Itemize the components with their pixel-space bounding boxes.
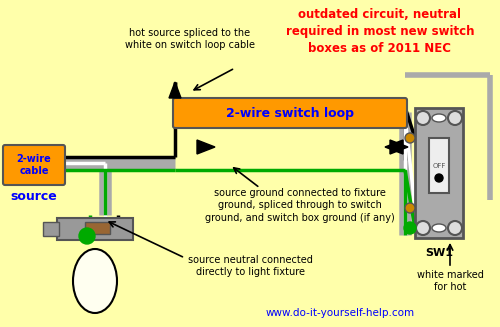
Polygon shape (390, 140, 408, 154)
Circle shape (416, 111, 430, 125)
Ellipse shape (432, 114, 446, 122)
FancyBboxPatch shape (173, 98, 407, 128)
FancyBboxPatch shape (3, 145, 65, 185)
Ellipse shape (73, 249, 117, 313)
Circle shape (404, 222, 416, 234)
Text: www.do-it-yourself-help.com: www.do-it-yourself-help.com (266, 308, 414, 318)
Text: 2-wire
cable: 2-wire cable (16, 154, 51, 176)
Text: source neutral connected
directly to light fixture: source neutral connected directly to lig… (188, 255, 312, 277)
Polygon shape (385, 140, 403, 154)
Circle shape (79, 228, 95, 244)
Bar (57, 218, 133, 240)
Bar (429, 138, 449, 193)
Text: outdated circuit, neutral
required in most new switch
boxes as of 2011 NEC: outdated circuit, neutral required in mo… (286, 8, 474, 55)
Text: source ground connected to fixture
ground, spliced through to switch
ground, and: source ground connected to fixture groun… (205, 188, 395, 223)
Circle shape (435, 174, 443, 182)
Bar (85, 222, 110, 234)
Polygon shape (197, 140, 215, 154)
Bar (415, 108, 463, 238)
Circle shape (405, 203, 415, 213)
Text: OFF: OFF (432, 163, 446, 169)
Circle shape (405, 133, 415, 143)
Text: hot source spliced to the
white on switch loop cable: hot source spliced to the white on switc… (125, 28, 255, 50)
Text: SW1: SW1 (425, 248, 453, 258)
Text: source: source (10, 190, 58, 203)
Text: 2-wire switch loop: 2-wire switch loop (226, 107, 354, 119)
Circle shape (416, 221, 430, 235)
Bar (43, 222, 59, 236)
Polygon shape (169, 82, 181, 98)
Circle shape (448, 221, 462, 235)
Ellipse shape (432, 224, 446, 232)
Text: white marked
for hot: white marked for hot (416, 270, 484, 292)
Circle shape (448, 111, 462, 125)
